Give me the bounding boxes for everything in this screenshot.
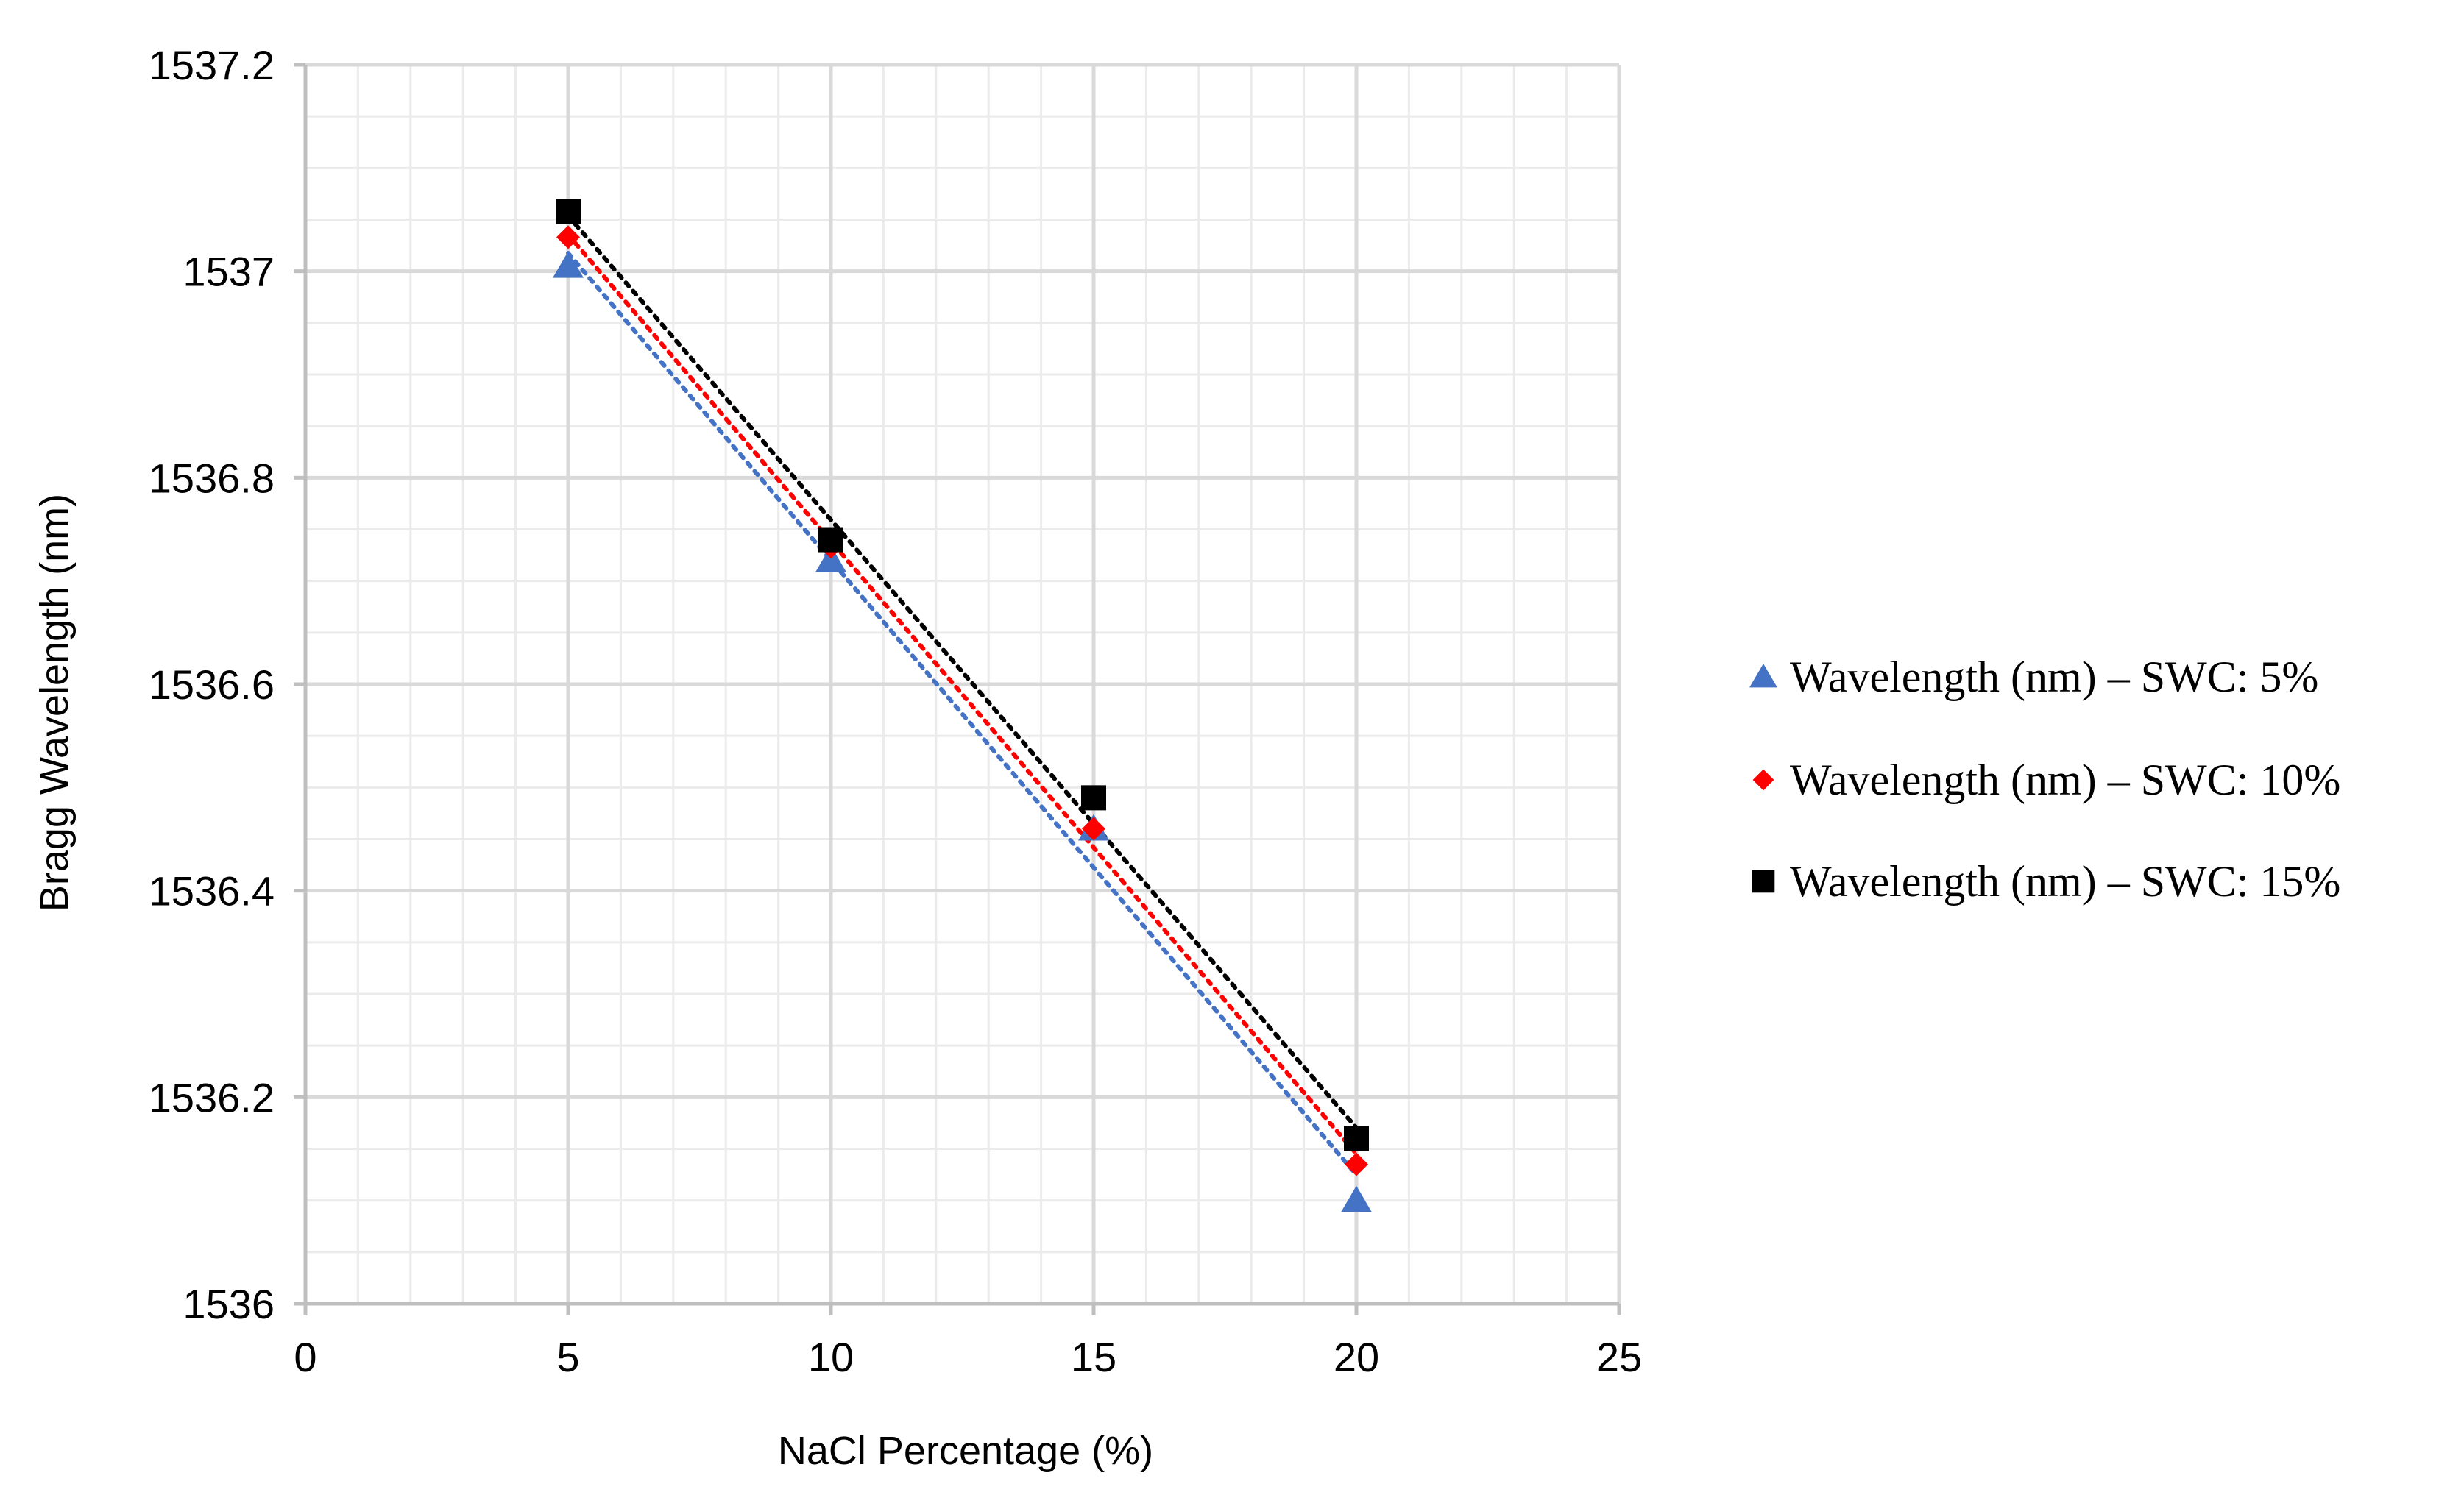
axes <box>294 63 1621 1315</box>
y-tick-label: 1537.2 <box>149 42 275 88</box>
data-point-series-1 <box>553 251 584 278</box>
legend: Wavelength (nm) – SWC: 5% Wavelength (nm)… <box>1749 653 2340 906</box>
legend-item-3: Wavelength (nm) – SWC: 15% <box>1752 857 2340 906</box>
tick-labels: 0 5 10 15 20 25 1536 1536.2 1536.4 1536.6 1536.8 15… <box>149 42 1642 1380</box>
data-point-series-1 <box>815 545 846 572</box>
data-point-series-3 <box>1344 1126 1369 1151</box>
data-point-series-2 <box>1082 817 1105 841</box>
data-point-series-3 <box>1081 785 1106 811</box>
y-tick-label: 1536.8 <box>149 455 275 501</box>
y-tick-label: 1537 <box>183 249 275 295</box>
legend-label-2: Wavelength (nm) – SWC: 10% <box>1790 756 2340 804</box>
data-point-series-2 <box>556 225 580 249</box>
legend-label-3: Wavelength (nm) – SWC: 15% <box>1790 857 2340 906</box>
x-tick-label: 5 <box>556 1334 579 1380</box>
trendline-series-2 <box>566 232 1359 1157</box>
x-tick-label: 20 <box>1334 1334 1379 1380</box>
y-tick-label: 1536.4 <box>149 868 275 915</box>
x-tick-label: 25 <box>1596 1334 1642 1380</box>
legend-label-1: Wavelength (nm) – SWC: 5% <box>1790 653 2318 701</box>
x-tick-label: 15 <box>1071 1334 1116 1380</box>
y-tick-label: 1536.6 <box>149 661 275 708</box>
data-points <box>553 199 1372 1212</box>
legend-marker-1 <box>1749 664 1777 688</box>
trendlines <box>566 213 1359 1177</box>
legend-item-2: Wavelength (nm) – SWC: 10% <box>1752 756 2340 804</box>
data-point-series-3 <box>818 527 843 553</box>
legend-marker-2 <box>1752 769 1774 791</box>
trendline-series-3 <box>566 213 1359 1130</box>
data-point-series-1 <box>1341 1185 1372 1212</box>
trendline-series-1 <box>566 251 1359 1177</box>
y-tick-label: 1536 <box>183 1281 275 1327</box>
x-tick-label: 10 <box>808 1334 854 1380</box>
data-point-series-2 <box>1345 1152 1368 1176</box>
data-point-series-3 <box>556 199 581 224</box>
legend-marker-3 <box>1752 870 1775 893</box>
major-gridlines <box>305 63 1621 1304</box>
y-axis-title: Bragg Wavelength (nm) <box>32 494 77 912</box>
legend-item-1: Wavelength (nm) – SWC: 5% <box>1749 653 2318 701</box>
x-axis-title: NaCl Percentage (%) <box>778 1429 1153 1473</box>
x-tick-label: 0 <box>294 1334 316 1380</box>
y-tick-label: 1536.2 <box>149 1074 275 1121</box>
